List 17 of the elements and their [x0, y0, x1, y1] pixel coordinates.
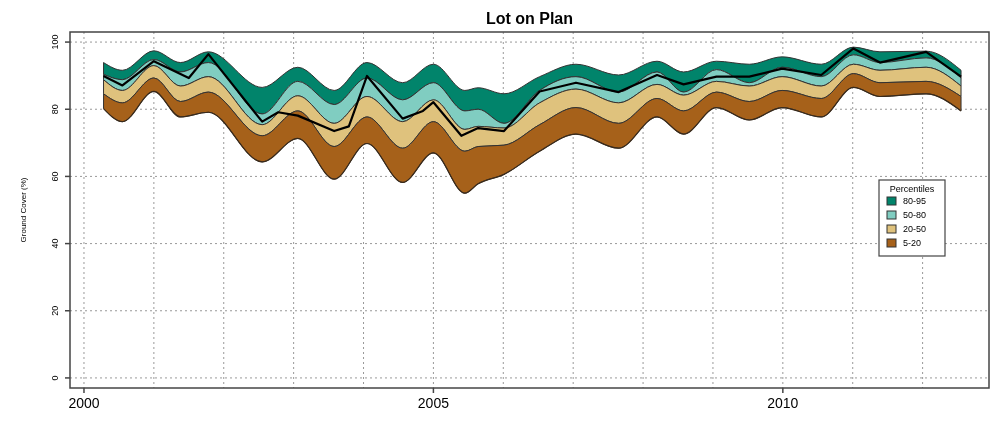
x-tick-label: 2000 — [68, 395, 100, 411]
y-tick-label: 20 — [50, 305, 60, 316]
chart-title: Lot on Plan — [485, 10, 574, 27]
y-tick-label: 40 — [50, 238, 60, 249]
legend-label: 5-20 — [903, 238, 922, 248]
legend-title: Percentiles — [889, 184, 935, 194]
legend-label: 80-95 — [903, 196, 927, 206]
x-tick-label: 2010 — [767, 395, 799, 411]
legend-label: 50-80 — [903, 210, 927, 220]
y-axis-title: Ground Cover (%) — [19, 177, 28, 243]
y-tick-label: 100 — [50, 34, 60, 50]
y-tick-label: 0 — [50, 375, 60, 381]
y-tick-label: 80 — [50, 104, 60, 115]
legend-label: 20-50 — [903, 224, 927, 234]
line-series — [102, 47, 963, 137]
y-tick-label: 60 — [50, 171, 60, 182]
x-tick-label: 2005 — [417, 395, 450, 411]
